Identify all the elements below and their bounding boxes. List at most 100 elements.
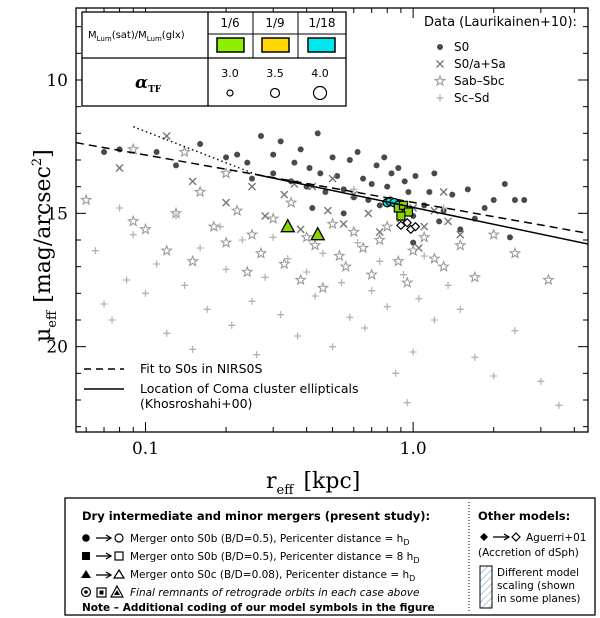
- point-star: [437, 260, 450, 272]
- point-plus: [415, 295, 423, 303]
- legend-aguerri-diamond-filled: [480, 533, 488, 541]
- x-tick-label: 0.1: [132, 439, 159, 459]
- point-cross: [248, 182, 257, 191]
- point-dot: [376, 202, 383, 209]
- point-star: [406, 244, 420, 256]
- legend-aguerri-diamond-open: [511, 532, 521, 542]
- point-diamond: [396, 220, 406, 231]
- point-plus: [361, 324, 369, 332]
- point-dot: [244, 159, 251, 166]
- point-star: [284, 196, 298, 208]
- point-star: [240, 265, 254, 278]
- point-cross: [444, 217, 453, 226]
- point-plus: [368, 287, 376, 295]
- point-dot: [197, 141, 204, 147]
- point-dot: [270, 170, 277, 177]
- bottom-legend-scaling-3: in some planes): [497, 593, 581, 605]
- series-model-s0c: [280, 218, 326, 241]
- point-star: [508, 246, 522, 259]
- point-dot: [314, 130, 321, 137]
- point-plus: [129, 231, 137, 239]
- point-dot: [346, 157, 353, 163]
- point-star: [542, 273, 555, 286]
- point-star: [160, 244, 173, 256]
- point-dot: [340, 210, 347, 217]
- bottom-legend-right-title: Other models:: [478, 509, 570, 523]
- point-dot: [306, 165, 313, 171]
- legend-marker-star: [433, 74, 447, 87]
- point-dot: [101, 149, 108, 155]
- point-star: [347, 225, 360, 238]
- point-dot: [410, 239, 417, 246]
- data-legend: Data (Laurikainen+10): S0 S0/a+Sa Sab–Sb…: [424, 15, 577, 105]
- bottom-legend-note: Note – Additional coding of our model sy…: [82, 602, 435, 614]
- point-plus: [383, 303, 391, 311]
- point-plus: [141, 289, 149, 297]
- legend-marker-plus: [436, 94, 444, 102]
- point-star: [245, 228, 259, 240]
- alpha-size-medium: [269, 87, 281, 99]
- point-plus: [555, 401, 563, 409]
- bottom-legend-left-title: Dry intermediate and minor mergers (pres…: [82, 509, 430, 523]
- point-dot: [511, 197, 518, 203]
- point-dot: [457, 226, 464, 233]
- point-star: [127, 142, 140, 155]
- point-dot: [401, 178, 408, 185]
- point-dot: [490, 197, 497, 203]
- point-plus: [430, 316, 438, 324]
- point-dot: [223, 154, 230, 161]
- point-plus: [261, 273, 269, 281]
- point-dot: [426, 189, 433, 195]
- point-star: [186, 254, 199, 267]
- legend-label-s0: S0: [454, 40, 469, 54]
- axis-ticks: 0.1 1.0 10 15 20: [46, 8, 588, 459]
- point-plus: [537, 377, 545, 385]
- point-plus: [196, 244, 204, 252]
- point-plus: [228, 321, 236, 329]
- point-diamond: [402, 217, 413, 228]
- point-dot: [277, 138, 284, 145]
- point-dot: [384, 183, 391, 190]
- point-dot: [501, 181, 508, 187]
- point-plus: [350, 185, 358, 193]
- alpha-value-3-5: 3.5: [266, 67, 284, 80]
- point-plus: [181, 281, 189, 289]
- point-plus: [338, 279, 346, 287]
- point-cross: [188, 177, 197, 186]
- point-plus: [277, 311, 285, 319]
- legend-model-triangle-open: [112, 568, 126, 579]
- legend-markers: [433, 44, 447, 102]
- point-plus: [392, 369, 400, 377]
- series-sab-sbc: [79, 142, 555, 294]
- x-axis-label-unit: [kpc]: [303, 469, 360, 494]
- point-dot: [309, 205, 316, 211]
- point-plus: [123, 276, 131, 284]
- legend-model-square-open: [114, 551, 124, 561]
- line-fit-s0-nirs0s: [76, 141, 588, 235]
- bottom-legend-scaling-1: Different model: [497, 567, 579, 579]
- point-dot: [322, 189, 329, 195]
- point-dot: [354, 149, 361, 155]
- point-square-model: [403, 207, 414, 217]
- point-plus: [238, 236, 246, 244]
- point-star: [230, 204, 244, 216]
- point-dot: [521, 197, 528, 203]
- point-plus: [329, 343, 337, 351]
- point-cross: [420, 222, 429, 231]
- point-plus: [403, 399, 411, 407]
- point-square-model: [396, 211, 406, 221]
- point-cross: [339, 220, 348, 228]
- point-dot: [340, 186, 347, 193]
- point-dot: [297, 146, 304, 153]
- point-cross: [364, 209, 373, 218]
- point-plus: [319, 249, 327, 257]
- point-star: [333, 249, 346, 262]
- legend-model-triangle-filled: [81, 570, 91, 578]
- point-star: [365, 268, 379, 280]
- ratio-1-18: 1/18: [309, 16, 336, 30]
- point-plus: [294, 332, 302, 340]
- point-plus: [253, 351, 261, 359]
- point-plus: [399, 271, 407, 279]
- bottom-legend-scaling-2: scaling (shown: [497, 580, 575, 592]
- alpha-value-4-0: 4.0: [311, 67, 329, 80]
